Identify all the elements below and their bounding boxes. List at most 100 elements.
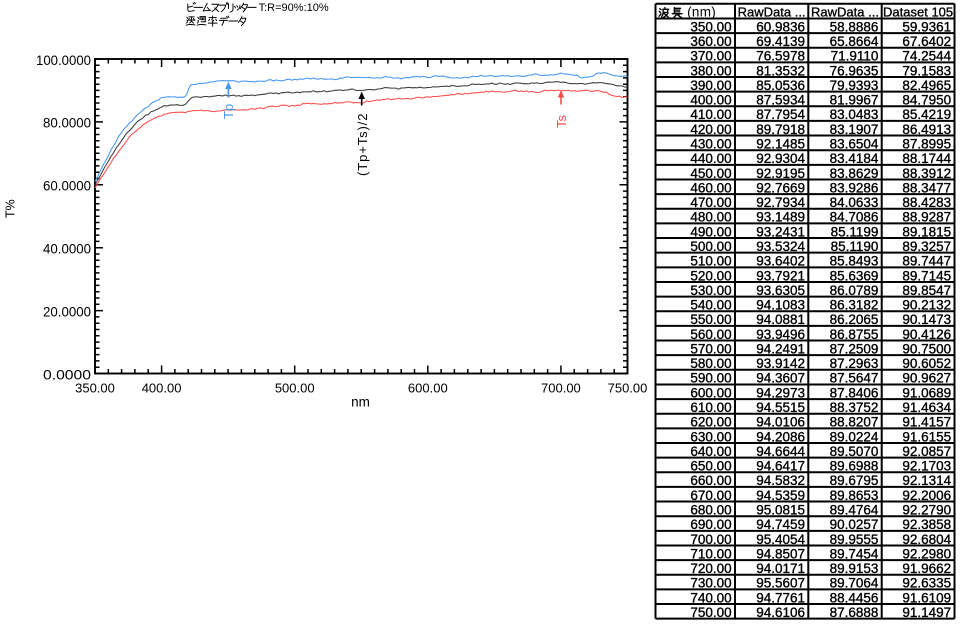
svg-text:530.00: 530.00 [690, 283, 731, 298]
svg-text:92.1703: 92.1703 [902, 459, 951, 474]
svg-text:85.0536: 85.0536 [756, 78, 805, 93]
svg-text:85.4219: 85.4219 [902, 107, 951, 122]
svg-text:93.7921: 93.7921 [756, 268, 805, 283]
svg-text:83.1907: 83.1907 [830, 122, 879, 137]
svg-text:89.7145: 89.7145 [902, 268, 951, 283]
svg-text:350.00: 350.00 [75, 380, 115, 395]
svg-text:94.2086: 94.2086 [756, 429, 805, 444]
svg-text:90.4126: 90.4126 [902, 327, 951, 342]
svg-text:94.8507: 94.8507 [756, 546, 805, 561]
svg-text:500.00: 500.00 [690, 239, 731, 254]
svg-text:490.00: 490.00 [690, 224, 731, 239]
svg-text:94.6644: 94.6644 [756, 444, 805, 459]
svg-text:93.5324: 93.5324 [756, 239, 805, 254]
svg-text:450.00: 450.00 [690, 166, 731, 181]
svg-text:440.00: 440.00 [690, 151, 731, 166]
svg-text:87.5647: 87.5647 [830, 371, 879, 386]
svg-text:560.00: 560.00 [690, 327, 731, 342]
svg-text:59.9361: 59.9361 [902, 19, 951, 34]
svg-text:87.2509: 87.2509 [830, 342, 879, 357]
svg-text:58.8886: 58.8886 [830, 19, 879, 34]
svg-text:89.6795: 89.6795 [830, 473, 879, 488]
svg-text:460.00: 460.00 [690, 180, 731, 195]
svg-text:93.2431: 93.2431 [756, 224, 805, 239]
svg-text:84.7950: 84.7950 [902, 93, 951, 108]
svg-text:92.6335: 92.6335 [902, 576, 951, 591]
svg-text:94.5515: 94.5515 [756, 400, 805, 415]
svg-text:20.0000: 20.0000 [43, 303, 91, 319]
svg-text:480.00: 480.00 [690, 210, 731, 225]
svg-text:84.0633: 84.0633 [830, 195, 879, 210]
svg-text:91.6155: 91.6155 [902, 429, 951, 444]
svg-text:65.8664: 65.8664 [830, 34, 879, 49]
svg-text:89.7064: 89.7064 [830, 576, 879, 591]
svg-text:87.8406: 87.8406 [830, 385, 879, 400]
svg-text:83.9286: 83.9286 [830, 180, 879, 195]
svg-text:94.5359: 94.5359 [756, 488, 805, 503]
svg-text:80.0000: 80.0000 [43, 115, 91, 131]
svg-text:89.7447: 89.7447 [902, 254, 951, 269]
svg-text:83.0483: 83.0483 [830, 107, 879, 122]
svg-text:94.6417: 94.6417 [756, 459, 805, 474]
svg-text:94.5832: 94.5832 [756, 473, 805, 488]
svg-text:710.00: 710.00 [690, 546, 731, 561]
svg-text:100.0000: 100.0000 [36, 52, 91, 68]
svg-text:nm: nm [351, 394, 370, 409]
svg-text:79.1583: 79.1583 [902, 63, 951, 78]
svg-text:81.3532: 81.3532 [756, 63, 805, 78]
svg-text:89.8653: 89.8653 [830, 488, 879, 503]
svg-text:92.9304: 92.9304 [756, 151, 805, 166]
svg-text:400.00: 400.00 [690, 93, 731, 108]
svg-text:580.00: 580.00 [690, 356, 731, 371]
svg-text:700.00: 700.00 [541, 380, 581, 395]
svg-text:86.3182: 86.3182 [830, 298, 879, 313]
svg-text:92.7934: 92.7934 [756, 195, 805, 210]
svg-text:87.6888: 87.6888 [830, 605, 879, 620]
svg-text:410.00: 410.00 [690, 107, 731, 122]
svg-text:69.4139: 69.4139 [756, 34, 805, 49]
svg-text:83.6504: 83.6504 [830, 137, 879, 152]
svg-text:89.5070: 89.5070 [830, 444, 879, 459]
svg-text:(Tp+Ts)/2: (Tp+Ts)/2 [355, 113, 370, 176]
svg-text:(nm): (nm) [687, 5, 716, 20]
svg-text:87.5934: 87.5934 [756, 93, 805, 108]
svg-text:0.0000: 0.0000 [43, 366, 91, 382]
svg-text:470.00: 470.00 [690, 195, 731, 210]
svg-text:89.6988: 89.6988 [830, 459, 879, 474]
svg-text:360.00: 360.00 [690, 34, 731, 49]
svg-text:88.8207: 88.8207 [830, 415, 879, 430]
svg-text:430.00: 430.00 [690, 137, 731, 152]
svg-text:91.1497: 91.1497 [902, 605, 951, 620]
svg-text:93.6305: 93.6305 [756, 283, 805, 298]
svg-text:88.4456: 88.4456 [830, 590, 879, 605]
svg-text:RawData ...: RawData ... [811, 5, 879, 20]
svg-text:88.3477: 88.3477 [902, 180, 951, 195]
svg-text:76.9635: 76.9635 [830, 63, 879, 78]
svg-text:88.4283: 88.4283 [902, 195, 951, 210]
svg-text:88.3752: 88.3752 [830, 400, 879, 415]
svg-text:630.00: 630.00 [690, 429, 731, 444]
svg-text:88.1744: 88.1744 [902, 151, 951, 166]
svg-text:92.2790: 92.2790 [902, 503, 951, 518]
svg-text:690.00: 690.00 [690, 517, 731, 532]
svg-text:76.5978: 76.5978 [756, 49, 805, 64]
svg-text:40.0000: 40.0000 [43, 241, 91, 257]
svg-text:89.8547: 89.8547 [902, 283, 951, 298]
svg-text:90.2132: 90.2132 [902, 298, 951, 313]
svg-text:87.8995: 87.8995 [902, 137, 951, 152]
svg-text:85.1190: 85.1190 [831, 239, 879, 254]
svg-text:92.2980: 92.2980 [902, 546, 951, 561]
svg-text:590.00: 590.00 [690, 371, 731, 386]
svg-text:81.9967: 81.9967 [830, 93, 879, 108]
svg-text:90.7500: 90.7500 [902, 342, 951, 357]
svg-text:510.00: 510.00 [690, 254, 731, 269]
svg-text:RawData ...: RawData ... [738, 5, 806, 20]
svg-text:730.00: 730.00 [690, 576, 731, 591]
svg-text:380.00: 380.00 [690, 63, 731, 78]
svg-text:94.0881: 94.0881 [756, 312, 805, 327]
svg-text:85.6369: 85.6369 [830, 268, 879, 283]
svg-text:85.8493: 85.8493 [830, 254, 879, 269]
svg-text:92.1485: 92.1485 [756, 137, 805, 152]
svg-text:400.00: 400.00 [142, 380, 182, 395]
svg-text:94.7459: 94.7459 [756, 517, 805, 532]
